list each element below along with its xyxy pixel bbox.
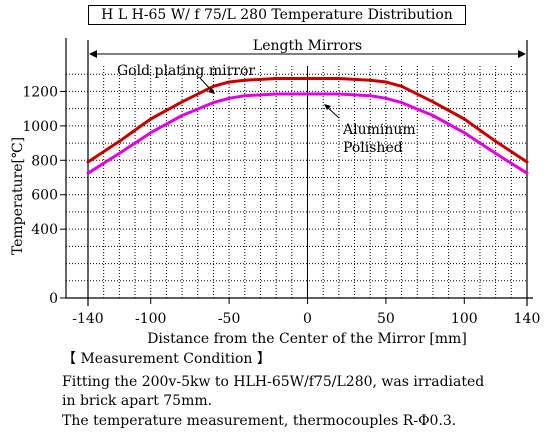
series-line-gold-plating-mirror	[86, 77, 529, 164]
annotation-arrowhead-aluminum	[324, 104, 331, 110]
grid-lines	[66, 66, 527, 298]
y-tick-label: 800	[31, 153, 58, 169]
measurement-condition-line-2: in brick apart 75mm.	[62, 393, 213, 409]
x-tick-label: -140	[72, 311, 103, 327]
x-tick-label: -50	[218, 311, 241, 327]
series-line-aluminum-polished	[86, 92, 529, 175]
measurement-condition-line-3: The temperature measurement, thermocoupl…	[62, 413, 457, 429]
series-lines	[86, 77, 529, 175]
x-tick-label: 100	[451, 311, 478, 327]
annotation-aluminum: Aluminum	[342, 122, 416, 138]
x-tick-label: 0	[303, 311, 312, 327]
y-tick-label: 1000	[22, 119, 58, 135]
x-tick-label: -100	[135, 311, 166, 327]
x-axis-label: Distance from the Center of the Mirror […	[147, 331, 467, 347]
measurement-condition-line-1: Fitting the 200v-5kw to HLH-65W/f75/L280…	[62, 374, 485, 390]
annotation-polished: Polished	[343, 140, 403, 156]
annotations: Gold plating mirror Aluminum Polished	[117, 63, 416, 156]
y-tick-label: 1200	[22, 84, 58, 100]
measurement-condition-header: 【 Measurement Condition 】	[62, 351, 271, 367]
x-tick-label: 50	[377, 311, 395, 327]
tick-labels: -140 -100 -50 0 50 100 140 0 400 600 800 1000 1200	[22, 84, 540, 327]
annotation-gold-plating-mirror: Gold plating mirror	[117, 63, 255, 79]
x-tick-label: 140	[514, 311, 541, 327]
length-mirrors-span: Length Mirrors	[89, 38, 526, 58]
y-axis-label: Temperature[℃]	[10, 137, 26, 255]
axes	[60, 38, 533, 306]
span-arrow-left-head	[89, 50, 97, 58]
span-label: Length Mirrors	[253, 38, 362, 54]
y-tick-label: 400	[31, 222, 58, 238]
chart-title: H L H-65 W/ f 75/L 280 Temperature Distr…	[88, 5, 466, 25]
span-arrow-right-head	[518, 50, 526, 58]
y-tick-label: 600	[31, 188, 58, 204]
annotation-arrowhead-gold	[208, 88, 215, 94]
y-tick-label: 0	[49, 291, 58, 307]
